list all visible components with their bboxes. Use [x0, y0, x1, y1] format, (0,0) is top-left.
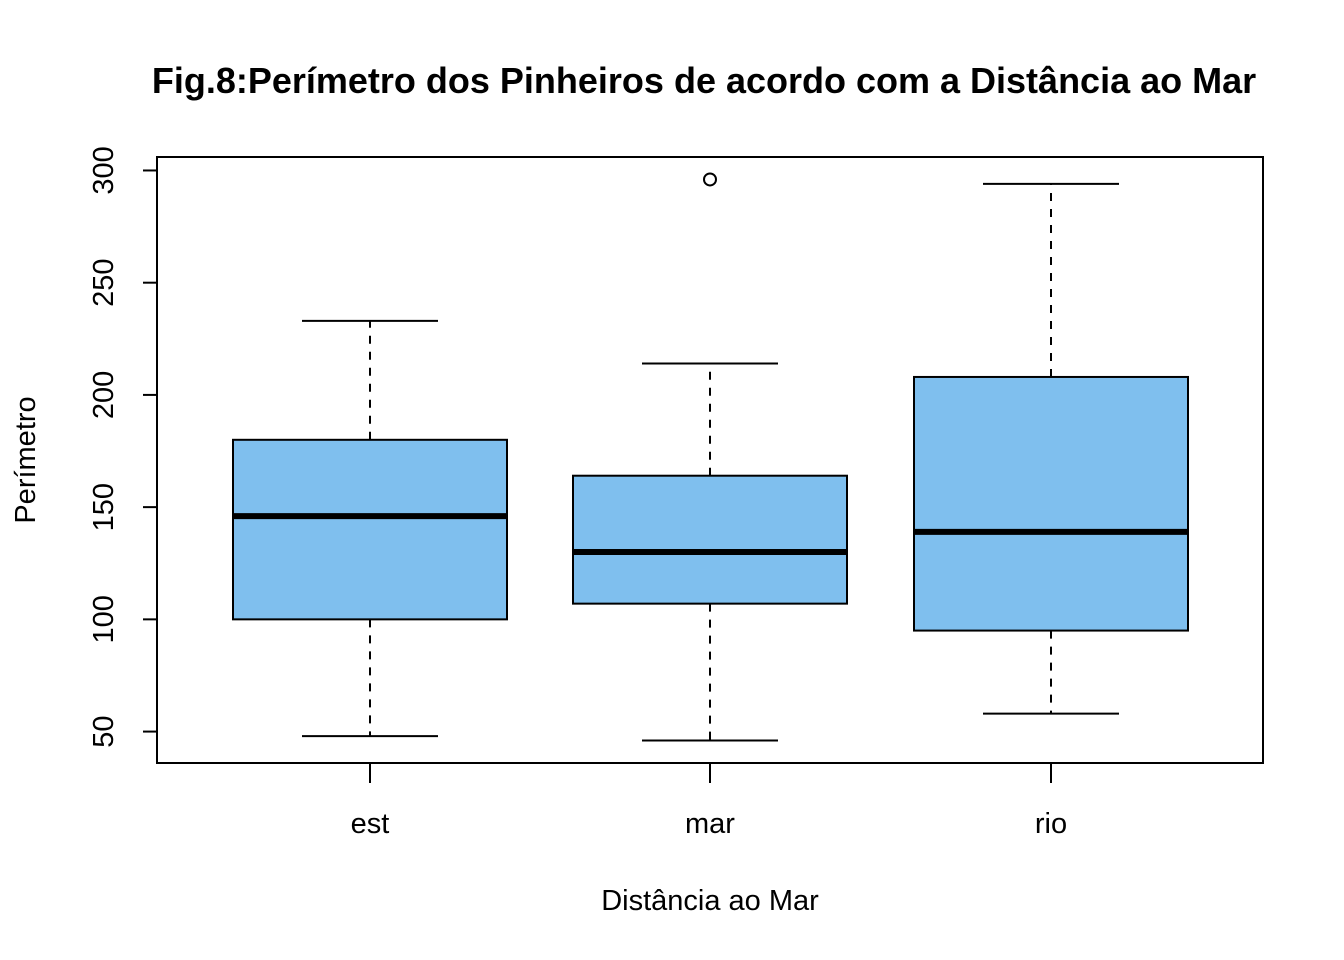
box-mar	[572, 474, 848, 605]
outlier-mar-0	[703, 172, 717, 187]
y-tick-label-200: 200	[88, 371, 120, 419]
box-group-mar	[572, 172, 848, 742]
y-tick-label-100: 100	[88, 595, 120, 643]
box-group-rio	[913, 182, 1189, 715]
y-axis-label: Perímetro	[10, 396, 42, 523]
y-tick-label-150: 150	[88, 483, 120, 531]
box-rio	[913, 375, 1189, 632]
x-tick-label-est: est	[351, 808, 390, 840]
y-tick-label-300: 300	[88, 146, 120, 194]
plot-frame	[156, 156, 1264, 764]
plot-area: 50 100 150 200 250 300 est mar rio	[88, 146, 1189, 840]
y-tick-label-50: 50	[88, 715, 120, 747]
chart-title: Fig.8:Perímetro dos Pinheiros de acordo …	[152, 60, 1256, 101]
x-tick-label-mar: mar	[685, 808, 735, 840]
x-axis-label: Distância ao Mar	[601, 885, 819, 917]
box-group-est	[232, 319, 508, 738]
x-tick-label-rio: rio	[1035, 808, 1067, 840]
box-est	[232, 438, 508, 621]
y-tick-label-250: 250	[88, 258, 120, 306]
